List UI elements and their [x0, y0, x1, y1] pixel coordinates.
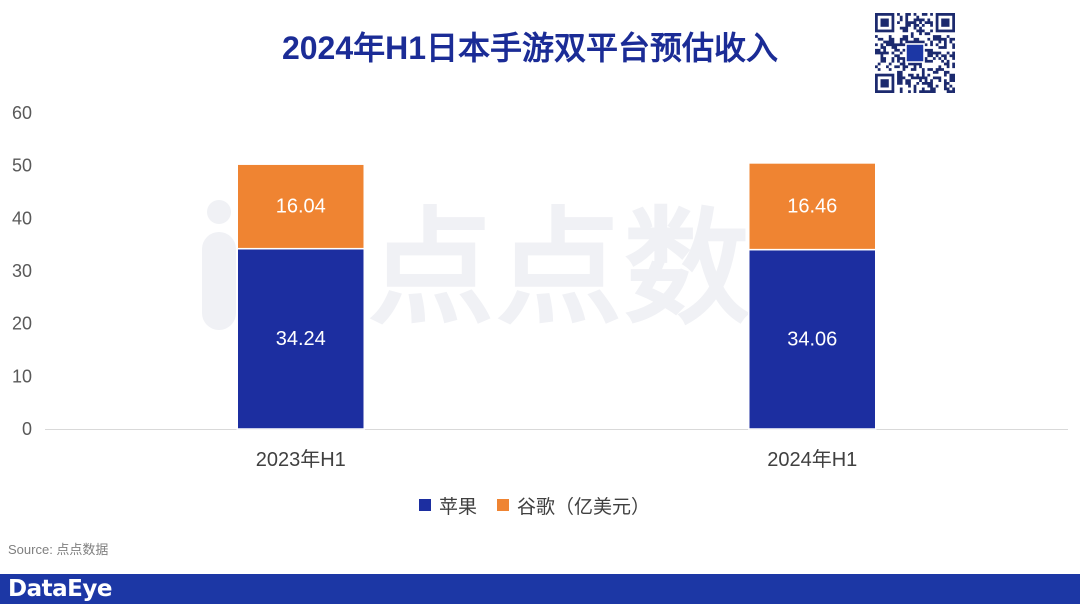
brand-logo: DataEye: [8, 576, 112, 602]
qr-finder-pattern: [941, 18, 950, 27]
y-tick-label: 60: [12, 103, 32, 123]
footer-banner: DataEye: [0, 574, 1080, 604]
data-label-google-2024-h1: 16.46: [787, 195, 837, 217]
bar-google-2024-h1: [748, 162, 877, 251]
legend: 苹果 谷歌（亿美元）: [419, 492, 650, 519]
legend-label-google: 谷歌（亿美元）: [517, 496, 651, 518]
watermark-text: 点点数: [368, 195, 752, 342]
legend-label-apple: 苹果: [439, 496, 478, 518]
data-label-apple-2023-h1: 34.24: [276, 328, 326, 350]
qr-finder-pattern: [880, 79, 889, 88]
qr-modules: [875, 13, 955, 93]
y-tick-label: 40: [12, 208, 32, 228]
stacked-bar-chart: 0 10 20 30 40 50 60 34.24 16.04 2023年H1 34.06 16.46…: [12, 103, 1068, 471]
legend-swatch-google: [497, 499, 510, 511]
watermark-logo-bar: [202, 232, 236, 330]
x-category-label: 2023年H1: [256, 448, 346, 471]
y-tick-label: 10: [12, 366, 32, 386]
bar-apple-2024-h1: [748, 248, 877, 430]
source-note: Source: 点点数据: [8, 542, 109, 557]
data-label-google-2023-h1: 16.04: [276, 195, 326, 217]
legend-item-google: 谷歌（亿美元）: [497, 492, 650, 519]
legend-item-apple: 苹果: [419, 492, 477, 519]
y-tick-label: 30: [12, 261, 32, 281]
watermark-logo-shape: [202, 200, 236, 330]
qr-center-logo: [905, 43, 925, 63]
qr-code-image: [875, 13, 955, 93]
bar-apple-2023-h1: [236, 247, 365, 430]
data-label-apple-2024-h1: 34.06: [787, 328, 837, 350]
y-tick-label: 50: [12, 156, 32, 176]
y-tick-label: 20: [12, 314, 32, 334]
y-tick-label: 0: [22, 419, 32, 439]
qr-code: [875, 13, 955, 93]
legend-swatch-apple: [419, 499, 431, 511]
qr-finder-pattern: [880, 18, 889, 27]
watermark-logo-dot: [207, 200, 231, 224]
bar-google-2023-h1: [236, 163, 365, 250]
chart-title: 2024年H1日本手游双平台预估收入: [281, 30, 779, 66]
x-category-label: 2024年H1: [767, 448, 857, 471]
